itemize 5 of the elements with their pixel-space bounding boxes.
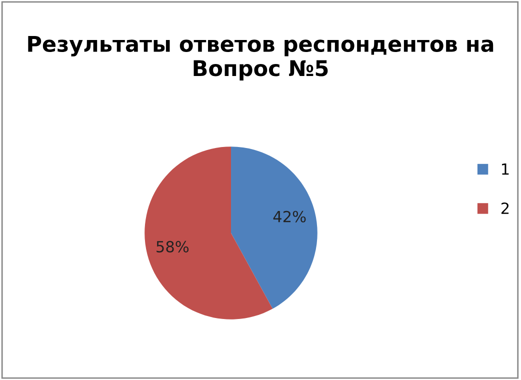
- chart-title: Результаты ответов респондентов на Вопрос №5: [28, 36, 494, 80]
- data-label: 58%: [156, 240, 189, 252]
- legend-label: 1: [502, 163, 509, 175]
- data-label: 42%: [273, 210, 306, 222]
- legend-label: 2: [501, 202, 509, 214]
